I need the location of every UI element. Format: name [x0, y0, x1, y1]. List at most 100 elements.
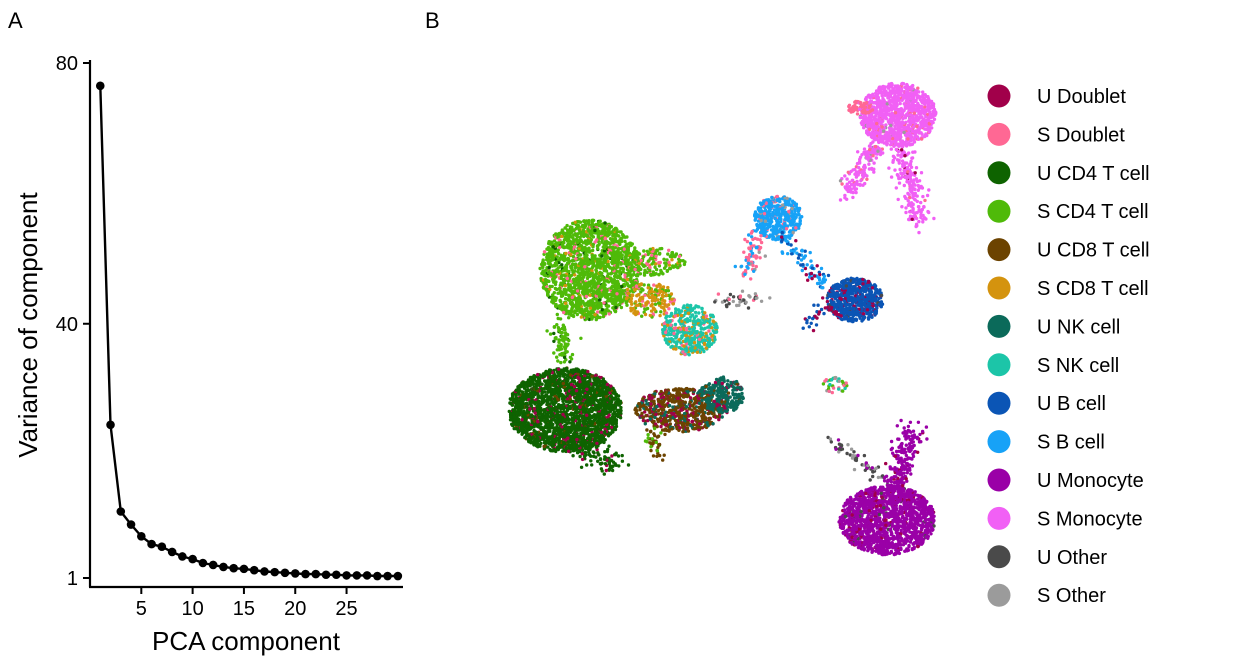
cell-point: [590, 268, 594, 273]
cell-point: [542, 444, 546, 449]
cell-point: [609, 241, 614, 245]
cell-point: [569, 313, 574, 317]
cell-point: [520, 418, 524, 422]
cell-point: [566, 383, 571, 387]
cell-point: [560, 304, 564, 308]
cell-point: [628, 271, 632, 275]
cell-point: [606, 240, 610, 245]
cell-point: [562, 279, 566, 284]
cell-point: [561, 412, 565, 417]
cell-point: [623, 262, 628, 266]
cell-point: [735, 303, 739, 308]
cell-point: [592, 400, 596, 404]
data-point: [229, 563, 238, 573]
cell-point: [597, 289, 601, 294]
cell-point: [610, 425, 614, 429]
cell-point: [573, 273, 577, 277]
cell-point: [683, 260, 687, 264]
cell-point: [671, 252, 675, 257]
cell-point: [534, 387, 538, 391]
cell-point: [590, 225, 594, 229]
cell-point: [675, 332, 679, 336]
cell-point: [635, 256, 639, 260]
cell-point: [572, 291, 576, 295]
cell-point: [581, 228, 586, 232]
cell-point: [577, 423, 582, 427]
cell-point: [567, 316, 571, 320]
cell-point: [562, 405, 566, 410]
cell-point: [525, 411, 529, 415]
cell-point: [589, 459, 593, 463]
cell-point: [547, 252, 551, 256]
cell-point: [587, 219, 591, 223]
cell-point: [570, 225, 574, 230]
cell-point: [697, 311, 701, 315]
cell-point: [594, 272, 598, 276]
cell-point: [612, 294, 616, 298]
cell-point: [537, 378, 541, 382]
cell-point: [537, 399, 541, 403]
cell-point: [609, 395, 614, 399]
cell-point: [586, 369, 590, 374]
cell-point: [664, 293, 669, 297]
cell-point: [616, 246, 621, 250]
data-point: [126, 520, 136, 529]
cell-point: [603, 221, 607, 225]
cell-point: [708, 322, 713, 326]
cell-point: [557, 238, 561, 242]
cell-point: [629, 296, 634, 301]
cell-point: [600, 261, 604, 265]
cell-point: [610, 258, 615, 262]
cell-point: [664, 264, 668, 268]
cell-point: [547, 265, 551, 270]
cell-point: [564, 251, 568, 256]
cell-point: [546, 292, 550, 296]
cell-point: [581, 280, 585, 284]
cell-point: [570, 295, 574, 300]
cell-point: [653, 288, 658, 292]
cell-point: [556, 266, 560, 270]
cell-point: [602, 472, 606, 476]
cell-point: [561, 326, 565, 330]
cell-point: [662, 322, 666, 326]
cell-point: [599, 424, 603, 428]
cell-point: [644, 307, 648, 311]
cell-point: [713, 300, 717, 304]
cell-point: [557, 260, 561, 265]
cell-point: [674, 252, 679, 256]
cell-point: [547, 437, 551, 441]
cell-point: [618, 415, 622, 419]
cell-point: [521, 431, 525, 435]
cell-point: [669, 323, 673, 327]
cell-point: [625, 303, 629, 307]
cell-point: [600, 263, 605, 268]
cell-point: [664, 311, 669, 315]
cell-point: [563, 434, 567, 438]
cell-point: [596, 279, 601, 284]
cell-point: [652, 283, 656, 287]
umap-scatter: [507, 81, 938, 557]
cell-point: [753, 292, 758, 296]
cell-point: [561, 381, 565, 386]
cell-point: [562, 345, 567, 349]
cell-point: [659, 289, 664, 294]
cell-point: [581, 410, 586, 414]
cell-point: [573, 251, 577, 255]
cell-point: [637, 261, 641, 266]
cell-point: [594, 408, 598, 412]
cell-point: [577, 246, 581, 251]
cell-point: [746, 306, 751, 310]
cell-point: [591, 242, 595, 247]
cell-point: [562, 355, 567, 360]
cell-point: [521, 393, 525, 398]
cell-point: [625, 287, 630, 292]
cell-point: [670, 344, 674, 348]
cell-point: [637, 298, 642, 302]
cell-point: [570, 400, 574, 404]
cell-point: [572, 375, 577, 380]
cell-point: [672, 326, 677, 331]
cell-point: [609, 276, 613, 280]
series-line: [99, 85, 398, 578]
cell-point: [599, 224, 604, 228]
